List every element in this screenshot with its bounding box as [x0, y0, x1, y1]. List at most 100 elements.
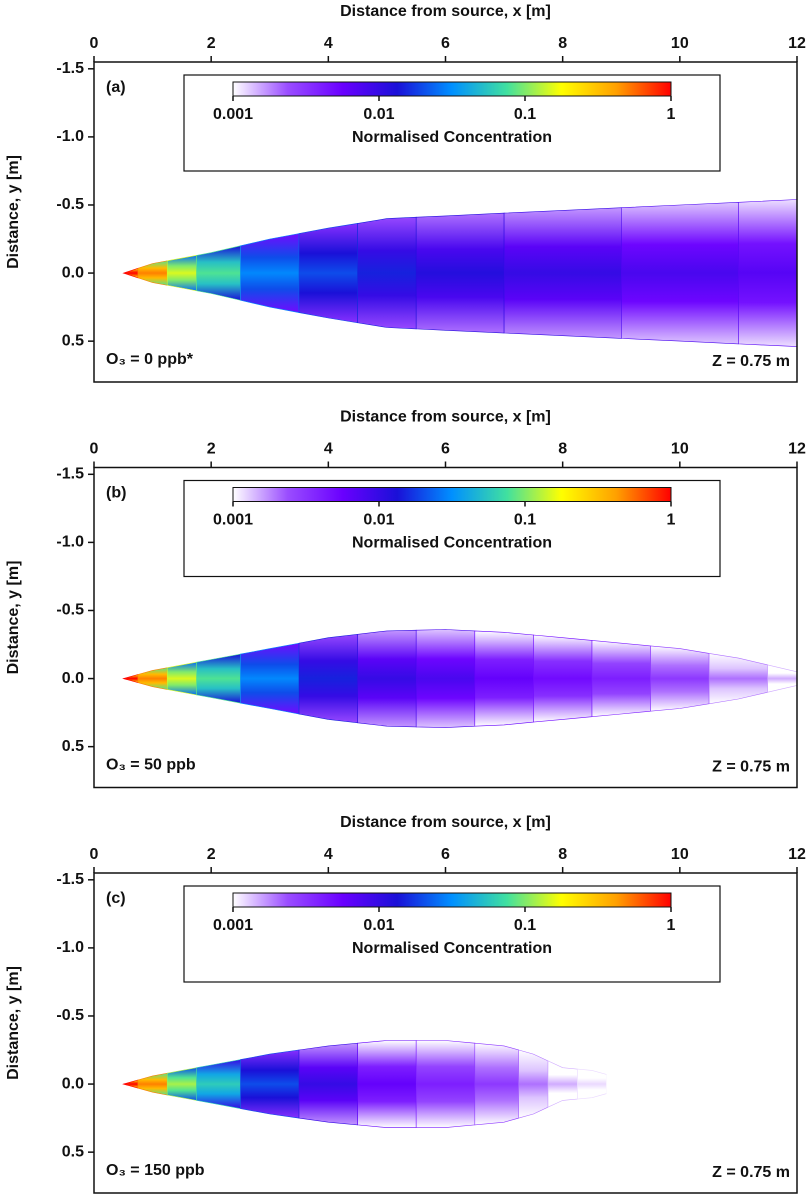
- plume-strip: [503, 207, 622, 339]
- plume-strip: [415, 629, 476, 728]
- x-axis-label: Distance from source, x [m]: [340, 409, 551, 426]
- plume-strip: [620, 201, 739, 345]
- plume: [122, 1040, 631, 1128]
- ozone-annotation: O₃ = 150 ppb: [106, 1162, 205, 1179]
- x-tick-label: 12: [788, 35, 806, 52]
- plume-strip: [240, 233, 300, 313]
- y-tick-label: 0.0: [62, 264, 84, 281]
- colorbar: [232, 487, 672, 502]
- x-tick-label: 4: [324, 846, 333, 863]
- x-tick-label: 8: [558, 35, 567, 52]
- ozone-annotation: O₃ = 0 ppb*: [106, 351, 194, 368]
- plume-strip: [137, 667, 168, 690]
- plume-strip: [474, 630, 534, 727]
- x-tick-label: 4: [324, 441, 333, 458]
- plume: [122, 629, 797, 728]
- x-tick-label: 12: [788, 441, 806, 458]
- plume-strip: [298, 223, 358, 324]
- y-axis-label: Distance, y [m]: [5, 155, 22, 269]
- x-tick-label: 4: [324, 35, 333, 52]
- plume-strip: [122, 674, 139, 683]
- plume-strip: [240, 642, 300, 715]
- colorbar-tick-label: 0.01: [363, 512, 394, 529]
- y-tick-label: 0.5: [62, 738, 84, 755]
- colorbar-tick-label: 0.001: [213, 917, 253, 934]
- colorbar-label: Normalised Concentration: [352, 535, 552, 552]
- plume-strip: [122, 1079, 139, 1089]
- y-tick-label: -0.5: [56, 602, 84, 619]
- colorbar-tick-label: 1: [667, 512, 676, 529]
- y-tick-label: 0.5: [62, 332, 84, 349]
- plume-strip: [196, 653, 241, 704]
- y-tick-label: -1.5: [56, 871, 84, 888]
- plume-strip: [415, 212, 505, 334]
- y-tick-label: -0.5: [56, 196, 84, 213]
- plume-strip: [708, 653, 769, 705]
- x-tick-label: 6: [441, 441, 450, 458]
- plume-strip: [606, 1074, 631, 1094]
- ozone-annotation: O₃ = 50 ppb: [106, 757, 196, 774]
- colorbar-tick-label: 0.01: [363, 917, 394, 934]
- plume-strip: [738, 199, 797, 347]
- x-tick-label: 2: [207, 35, 216, 52]
- height-annotation: Z = 0.75 m: [712, 1164, 790, 1181]
- colorbar: [232, 81, 672, 97]
- plume-strip: [357, 216, 417, 330]
- plume: [122, 199, 797, 347]
- y-tick-label: 0.0: [62, 1075, 84, 1092]
- plume-strip: [166, 661, 197, 696]
- plume-strip: [166, 255, 197, 292]
- plume-strip: [357, 629, 417, 728]
- y-tick-label: 0.5: [62, 1143, 84, 1160]
- plume-strip: [474, 1042, 520, 1126]
- x-axis-label: Distance from source, x [m]: [340, 3, 551, 20]
- panel-label: (b): [106, 485, 126, 502]
- colorbar-tick-label: 0.01: [363, 106, 394, 123]
- colorbar-tick-label: 0.1: [514, 106, 536, 123]
- y-tick-label: -1.0: [56, 534, 84, 551]
- x-tick-label: 8: [558, 441, 567, 458]
- colorbar-tick-label: 0.001: [213, 512, 253, 529]
- x-tick-label: 8: [558, 846, 567, 863]
- y-tick-label: -1.5: [56, 60, 84, 77]
- plume-strip: [196, 1059, 241, 1109]
- panel-label: (a): [106, 79, 126, 96]
- colorbar: [232, 892, 672, 908]
- height-annotation: Z = 0.75 m: [712, 353, 790, 370]
- plume-strip: [298, 633, 358, 724]
- x-tick-label: 10: [671, 846, 689, 863]
- colorbar-tick-label: 0.1: [514, 917, 536, 934]
- x-tick-label: 10: [671, 441, 689, 458]
- plume-strip: [240, 1049, 300, 1119]
- colorbar-tick-label: 1: [667, 917, 676, 934]
- x-tick-label: 0: [90, 35, 99, 52]
- x-tick-label: 10: [671, 35, 689, 52]
- plume-strip: [357, 1040, 417, 1128]
- plume-strip: [137, 260, 168, 286]
- plume-strip: [166, 1067, 197, 1101]
- x-tick-label: 2: [207, 846, 216, 863]
- x-tick-label: 0: [90, 846, 99, 863]
- plume-strip: [298, 1042, 358, 1126]
- x-tick-label: 6: [441, 35, 450, 52]
- plume-strip: [547, 1060, 578, 1108]
- y-tick-label: -1.0: [56, 939, 84, 956]
- plume-strip: [767, 664, 797, 693]
- colorbar-label: Normalised Concentration: [352, 940, 552, 957]
- plume-strip: [650, 645, 710, 712]
- colorbar-tick-label: 1: [667, 106, 676, 123]
- y-tick-label: 0.0: [62, 670, 84, 687]
- plume-strip: [122, 267, 139, 279]
- plume-strip: [137, 1072, 168, 1096]
- panel-label: (c): [106, 890, 126, 907]
- plume-strip: [591, 640, 651, 718]
- x-tick-label: 6: [441, 846, 450, 863]
- x-tick-label: 12: [788, 846, 806, 863]
- height-annotation: Z = 0.75 m: [712, 759, 790, 776]
- y-axis-label: Distance, y [m]: [5, 561, 22, 675]
- plume-strip: [196, 245, 241, 301]
- colorbar-label: Normalised Concentration: [352, 129, 552, 146]
- y-tick-label: -1.5: [56, 466, 84, 483]
- y-tick-label: -1.0: [56, 128, 84, 145]
- y-axis-label: Distance, y [m]: [5, 966, 22, 1080]
